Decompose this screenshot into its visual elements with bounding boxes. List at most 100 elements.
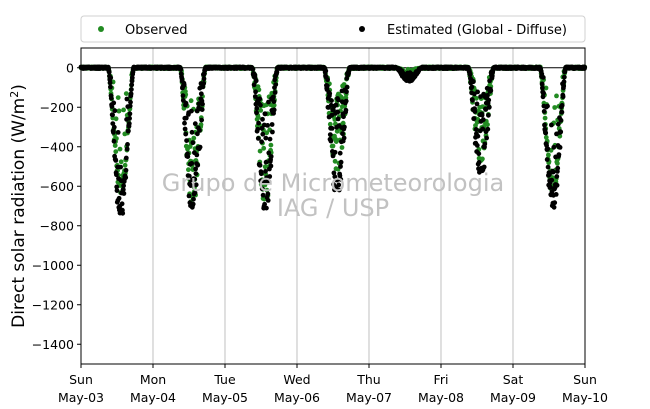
data-point — [189, 161, 195, 166]
data-point — [121, 107, 126, 113]
data-point — [188, 98, 194, 104]
data-point — [481, 164, 487, 170]
data-point — [253, 89, 258, 95]
x-tick-date: May-08 — [418, 390, 464, 405]
data-point — [561, 83, 567, 89]
data-point — [193, 171, 199, 177]
data-point — [112, 143, 118, 149]
data-point — [255, 126, 261, 132]
data-point — [114, 172, 119, 178]
data-point — [186, 167, 191, 173]
data-point — [560, 94, 566, 100]
data-point — [479, 112, 485, 118]
data-point — [257, 162, 263, 168]
data-point — [128, 99, 133, 105]
data-point — [480, 126, 486, 132]
data-point — [555, 121, 561, 127]
data-point — [258, 102, 263, 108]
data-point — [540, 94, 546, 100]
data-point — [541, 109, 547, 114]
data-point — [194, 152, 200, 158]
data-point — [201, 81, 207, 86]
data-point — [330, 143, 336, 149]
data-point — [129, 75, 135, 81]
data-point — [199, 117, 205, 123]
data-point — [189, 129, 195, 135]
data-point — [192, 176, 198, 182]
data-point — [122, 162, 128, 168]
data-point — [480, 156, 485, 162]
data-point — [474, 95, 479, 101]
data-point — [486, 97, 492, 103]
x-tick-day: Fri — [434, 372, 449, 387]
data-point — [264, 187, 270, 193]
data-point — [111, 100, 117, 106]
data-point — [341, 114, 346, 120]
data-point — [126, 121, 132, 126]
y-tick-label: −1000 — [32, 258, 74, 273]
data-point — [196, 101, 202, 107]
data-point — [191, 135, 197, 141]
data-point — [125, 128, 131, 134]
data-point — [543, 130, 549, 136]
data-point — [259, 186, 265, 192]
y-tick-label: 0 — [66, 60, 74, 75]
data-point — [110, 112, 115, 118]
data-point — [107, 80, 113, 86]
data-point — [539, 81, 545, 87]
data-point — [129, 82, 135, 88]
y-tick-label: −600 — [40, 179, 74, 194]
data-point — [201, 76, 207, 82]
data-point — [541, 90, 546, 96]
data-point — [118, 164, 123, 170]
data-point — [557, 145, 563, 150]
x-axis: Sun May-03 Mon May-04 Tue May-05 Wed May-06 Thu M… — [58, 364, 608, 405]
data-point — [556, 152, 562, 158]
data-point — [482, 141, 488, 147]
data-point — [327, 121, 333, 127]
watermark-line-2: IAG / USP — [277, 194, 389, 222]
x-tick-date: May-04 — [130, 390, 176, 405]
data-point — [474, 143, 480, 148]
data-point — [127, 111, 133, 117]
data-point — [254, 110, 259, 116]
data-point — [329, 125, 335, 131]
data-point — [264, 130, 270, 136]
legend-marker-estimated — [359, 26, 365, 32]
data-point — [554, 174, 560, 179]
data-point — [265, 123, 270, 128]
data-point — [113, 158, 119, 163]
data-point — [475, 133, 481, 139]
data-point — [260, 116, 265, 122]
data-point — [271, 107, 277, 113]
data-point — [324, 83, 330, 89]
axes-frame — [80, 47, 586, 365]
data-point — [184, 138, 190, 144]
data-point — [124, 146, 130, 152]
data-point — [115, 95, 121, 100]
data-point — [271, 99, 277, 104]
data-point — [117, 146, 123, 152]
data-point — [545, 103, 550, 109]
data-point — [263, 135, 269, 141]
data-point — [476, 151, 482, 157]
data-point — [267, 136, 273, 142]
data-point — [181, 82, 187, 88]
vertical-gridlines — [152, 48, 514, 364]
data-point — [191, 196, 196, 202]
data-point — [336, 182, 342, 188]
data-point — [343, 107, 349, 113]
data-point — [193, 166, 199, 172]
data-point — [337, 173, 343, 179]
data-point — [475, 89, 480, 95]
data-point — [471, 116, 477, 121]
data-point — [260, 131, 266, 137]
y-tick-label: −1400 — [32, 337, 74, 352]
x-tick-day: Sun — [573, 372, 597, 387]
data-point — [128, 91, 134, 97]
data-point — [469, 84, 475, 90]
data-point — [270, 129, 275, 135]
y-axis: 0 −200 −400 −600 −800 −1000 −1200 −1400 — [32, 60, 81, 352]
data-point — [340, 131, 345, 137]
